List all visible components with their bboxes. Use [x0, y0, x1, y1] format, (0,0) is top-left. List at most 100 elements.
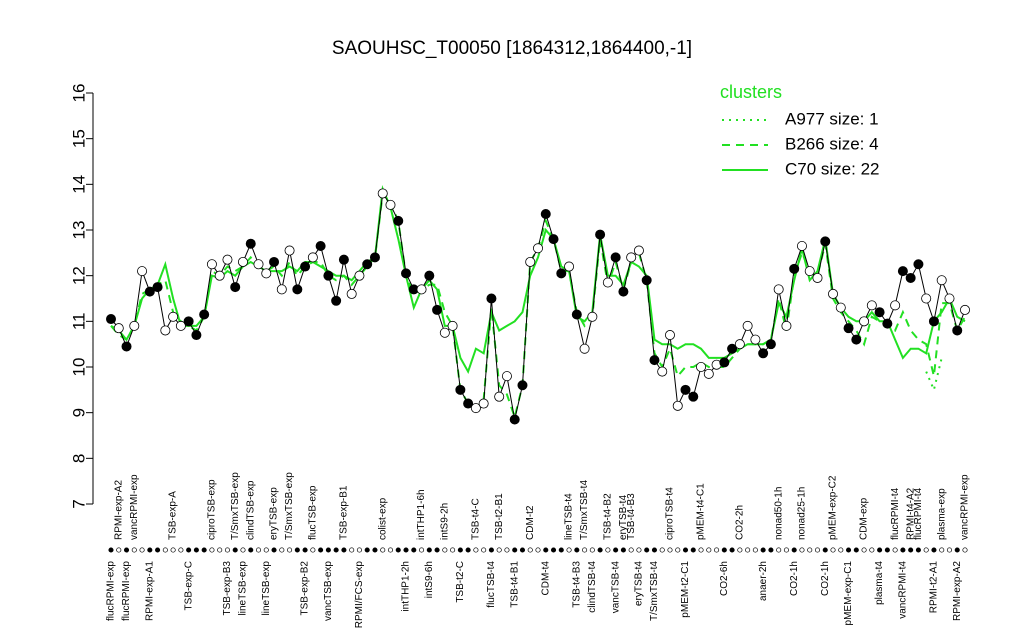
- sample-marker: [745, 547, 751, 553]
- data-point: [160, 325, 171, 336]
- sample-marker: [830, 547, 836, 553]
- data-point: [230, 282, 241, 293]
- sample-marker: [659, 547, 665, 553]
- data-point: [835, 302, 846, 313]
- sample-marker: [170, 547, 176, 553]
- sample-marker: [814, 547, 821, 553]
- data-point: [796, 240, 807, 251]
- x-label-top: colist-exp: [377, 497, 388, 540]
- sample-marker: [721, 547, 727, 553]
- sample-marker: [543, 547, 549, 553]
- sample-marker: [908, 547, 914, 553]
- data-point: [354, 270, 365, 281]
- data-point: [882, 318, 893, 329]
- data-point: [152, 282, 163, 293]
- sample-marker: [147, 547, 153, 553]
- sample-marker: [667, 547, 673, 553]
- sample-marker: [613, 547, 619, 553]
- sample-marker: [123, 547, 130, 553]
- data-point: [781, 320, 792, 331]
- data-point: [703, 368, 714, 379]
- x-label-top: nonad25-1h: [797, 487, 808, 540]
- data-point: [540, 209, 551, 220]
- sample-marker: [217, 547, 223, 553]
- sample-marker: [845, 547, 852, 553]
- sample-marker: [426, 547, 432, 553]
- x-label-bottom: CO2-1h: [789, 561, 800, 596]
- data-point: [121, 341, 132, 352]
- x-label-bottom: CDM-t4: [540, 561, 551, 596]
- data-point: [284, 245, 295, 256]
- data-point: [936, 275, 947, 286]
- data-point: [175, 320, 186, 331]
- x-label-top: clindTSB-exp: [245, 480, 256, 540]
- x-label-bottom: TSB-exp-B2: [300, 561, 311, 616]
- x-label-bottom: TSB-t4-B1: [509, 561, 520, 608]
- x-label-top: TSB-t4-C: [471, 498, 482, 540]
- x-label-bottom: vancRPMI-t4: [898, 561, 909, 619]
- data-point: [548, 234, 559, 245]
- sample-marker: [620, 547, 626, 553]
- data-point: [866, 300, 877, 311]
- data-point: [129, 320, 140, 331]
- x-label-top: pMEM-exp-C2: [828, 475, 839, 540]
- sample-marker: [582, 547, 588, 553]
- x-label-top: TSB-exp-B1: [339, 485, 350, 540]
- data-point: [649, 355, 660, 366]
- sample-marker: [294, 547, 300, 553]
- data-point: [307, 252, 318, 263]
- sample-marker: [791, 547, 797, 553]
- data-point: [276, 284, 287, 295]
- data-point: [300, 261, 311, 272]
- x-label-top: plasma-exp: [936, 488, 947, 540]
- data-point: [843, 323, 854, 334]
- x-label-top: pMEM-t4-C1: [696, 483, 707, 540]
- sample-marker: [698, 547, 704, 553]
- data-point: [804, 266, 815, 277]
- data-point: [812, 272, 823, 283]
- sample-marker: [939, 547, 945, 553]
- x-label-top: vancRPMI-exp: [129, 474, 140, 540]
- data-point: [851, 334, 862, 345]
- x-label-bottom: CO2-1h: [820, 561, 831, 596]
- data-point: [905, 272, 916, 283]
- sample-marker: [915, 547, 921, 553]
- sample-marker: [760, 547, 766, 553]
- sample-marker: [248, 547, 254, 553]
- sample-marker: [682, 547, 689, 553]
- sample-marker: [675, 547, 681, 553]
- sample-marker: [263, 547, 269, 553]
- x-label-top: T/SmxTSB-t4: [579, 480, 590, 540]
- data-point: [928, 316, 939, 327]
- sample-marker: [605, 547, 611, 553]
- sample-marker: [457, 547, 463, 553]
- data-point: [199, 309, 210, 320]
- data-point: [144, 286, 155, 297]
- data-point: [789, 263, 800, 274]
- sample-marker: [628, 547, 634, 553]
- sample-marker: [139, 547, 145, 553]
- data-point: [672, 400, 683, 411]
- sample-marker: [706, 547, 712, 553]
- data-point: [338, 254, 349, 265]
- cluster-line: [110, 185, 966, 375]
- sample-marker: [884, 547, 890, 553]
- data-point: [641, 275, 652, 286]
- data-point: [214, 270, 225, 281]
- data-point: [564, 261, 575, 272]
- data-point: [237, 256, 248, 267]
- x-label-bottom: TSB-t4-B3: [571, 561, 582, 608]
- sample-marker: [131, 547, 137, 553]
- data-point: [292, 284, 303, 295]
- legend-label: C70 size: 22: [785, 159, 880, 178]
- legend-label: A977 size: 1: [785, 109, 879, 128]
- sample-marker: [411, 547, 417, 553]
- x-label-top: intTHP1-6h: [416, 489, 427, 540]
- sample-marker: [279, 547, 285, 553]
- x-label-top: ciproTSB-exp: [207, 479, 218, 540]
- x-label-top: CO2-2h: [734, 505, 745, 540]
- sample-marker: [861, 547, 867, 553]
- data-point: [944, 293, 955, 304]
- sample-marker: [807, 547, 813, 553]
- sample-marker: [558, 547, 564, 553]
